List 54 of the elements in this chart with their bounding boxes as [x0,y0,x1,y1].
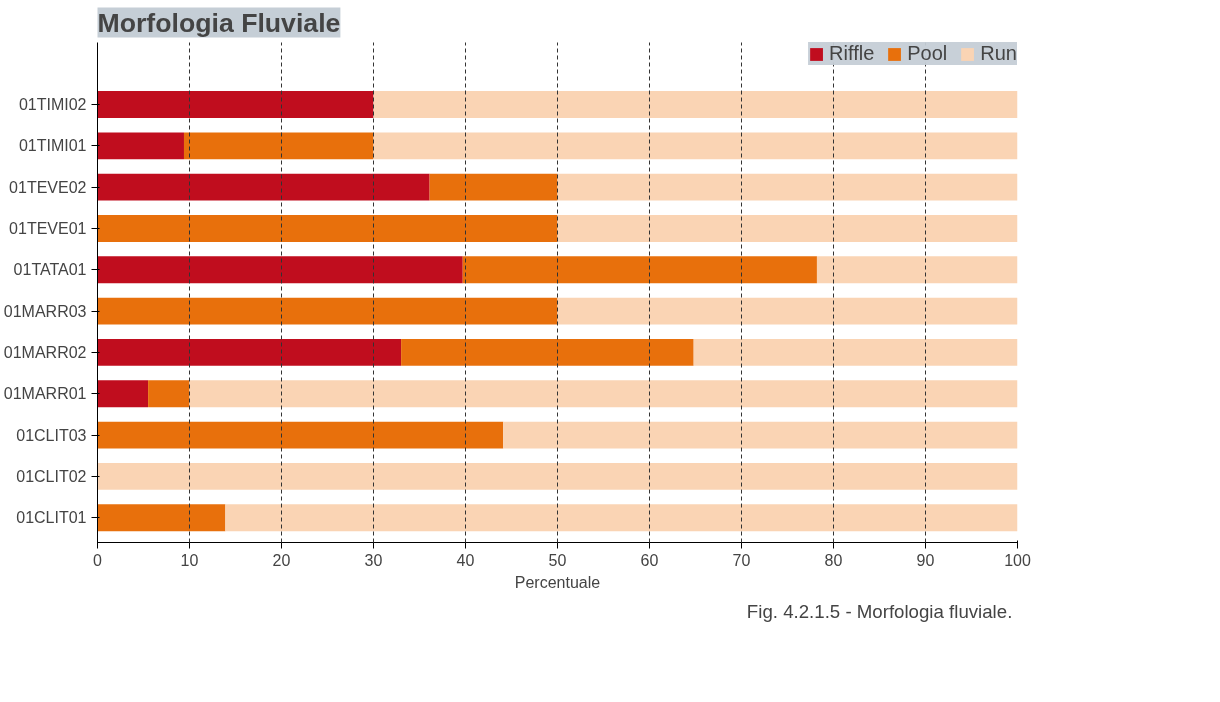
y-tick-label: 01TIMI01 [18,137,87,155]
bar [503,421,1018,449]
y-tick-label: 01MARR03 [3,302,87,320]
y-tick-label: 01TIMI02 [18,95,87,113]
chart-title: Morfologia Fluviale [97,7,341,38]
legend-label: Run [980,42,1017,65]
bar [693,338,1018,366]
legend-label: Pool [907,42,948,65]
y-tick-label: 01MARR02 [3,343,87,361]
bar [97,256,463,284]
caption: Fig. 4.2.1.5 - Morfologia fluviale. [746,600,1013,622]
bar [97,215,558,242]
y-tick-label: 01TEVE01 [9,219,87,237]
bar [429,173,558,201]
bar [401,338,694,366]
bar [97,462,1018,490]
x-tick-label: 50 [548,551,567,569]
x-axis-title: Percentuale [514,573,601,591]
x-tick-label: 0 [93,551,103,569]
legend-label: Riffle [829,42,875,65]
x-tick-label: 80 [824,551,843,569]
y-tick-label: 01CLIT02 [16,467,87,485]
x-tick-label: 10 [180,551,199,569]
bar [183,132,374,160]
y-tick-label: 01MARR01 [3,385,87,403]
bar [148,380,190,408]
x-tick-label: 30 [364,551,383,569]
bar [97,338,402,366]
x-tick-label: 100 [1004,551,1031,569]
bar [97,421,504,449]
bar [373,91,1018,118]
x-tick-label: 70 [732,551,751,569]
bar [816,256,1018,284]
y-tick-label: 01TATA01 [13,261,87,279]
bar [462,256,817,284]
bar [97,173,430,201]
bar [97,297,558,325]
y-tick-label: 01TEVE02 [9,178,87,196]
y-tick-label: 01CLIT01 [16,509,87,527]
bar [373,132,1018,160]
x-tick-label: 20 [272,551,291,569]
bar [557,173,1018,201]
bar [189,380,1018,408]
bar [225,504,1018,532]
bar [97,132,184,160]
x-tick-label: 40 [456,551,475,569]
bar [97,380,149,408]
bar [557,215,1018,242]
bar [97,91,374,118]
x-tick-label: 90 [916,551,935,569]
y-tick-label: 01CLIT03 [16,426,87,444]
x-tick-label: 60 [640,551,659,569]
bar [557,297,1018,325]
bar [97,504,226,532]
